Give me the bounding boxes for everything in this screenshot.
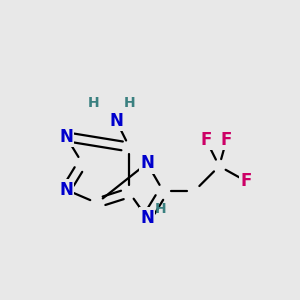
Text: F: F — [221, 131, 232, 149]
Text: H: H — [124, 96, 135, 110]
Text: N: N — [59, 181, 73, 199]
Text: H: H — [88, 96, 100, 110]
Text: N: N — [59, 128, 73, 146]
Text: F: F — [200, 131, 211, 149]
Text: H: H — [154, 202, 166, 216]
Text: N: N — [109, 112, 123, 130]
Text: F: F — [240, 172, 251, 190]
Text: N: N — [140, 209, 154, 227]
Text: N: N — [140, 154, 154, 172]
